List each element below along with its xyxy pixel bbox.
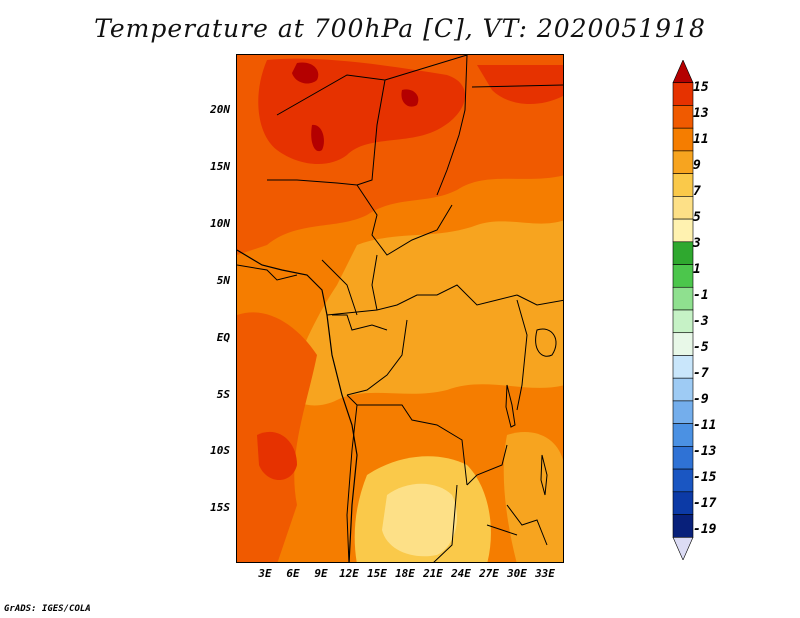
lon-label-24e: 24E [451,567,471,580]
colorbar-segment-5 [672,173,694,197]
colorbar-segment-4 [672,150,694,174]
colorbar-label-neg15: -15 [693,470,717,485]
colorbar-label-11: 11 [693,132,709,147]
colorbar-label-9: 9 [693,158,701,173]
colorbar-segment-2 [672,105,694,129]
colorbar-label-1: 1 [693,262,701,277]
colorbar-segment-18 [672,468,694,493]
lon-label-30e: 30E [507,567,527,580]
colorbar-label-neg3: -3 [693,314,709,329]
colorbar-segment-0 [672,60,694,84]
lat-label-5s: 5S [216,388,230,401]
lon-label-15e: 15E [367,567,387,580]
lon-label-3e: 3E [258,567,272,580]
colorbar-segment-3 [672,127,694,152]
lon-label-21e: 21E [423,567,443,580]
lon-label-27e: 27E [479,567,499,580]
colorbar-label-7: 7 [693,184,701,199]
lon-label-6e: 6E [286,567,300,580]
colorbar-segment-12 [672,332,694,356]
footer-credit: GrADS: IGES/COLA [4,604,91,614]
colorbar-segment-17 [672,446,694,470]
colorbar-segment-19 [672,491,694,515]
field-hot-spot-2 [401,89,419,107]
colorbar-label-neg11: -11 [693,418,717,433]
colorbar-segment-9 [672,264,694,288]
lat-label-15n: 15N [210,160,230,173]
colorbar-label-15: 15 [693,80,709,95]
colorbar-label-5: 5 [693,210,701,225]
colorbar-segment-10 [672,286,694,311]
colorbar-segment-8 [672,241,694,265]
colorbar-label-neg5: -5 [693,340,709,355]
country-borders [237,55,563,562]
colorbar-segment-13 [672,355,694,379]
coastline [237,249,358,562]
colorbar-segment-16 [672,423,694,447]
colorbar-label-neg1: -1 [693,288,709,303]
field-cool-south-core [382,483,457,557]
field-hot-southwest [257,431,297,480]
field-hot-northeast [477,65,563,105]
field-cool-east [503,431,563,562]
colorbar-segment-7 [672,218,694,243]
temperature-map [236,54,564,563]
colorbar-label-neg7: -7 [693,366,709,381]
colorbar-segment-1 [672,82,694,106]
field-hot-spot [292,62,319,84]
field-center [287,220,563,406]
lon-label-33e: 33E [535,567,555,580]
colorbar-segment-14 [672,377,694,402]
field-hot-spot-3 [311,124,324,152]
lake-tanganyika [505,384,516,428]
colorbar-segment-20 [672,514,694,538]
colorbar [672,60,694,560]
colorbar-label-neg17: -17 [693,496,717,511]
colorbar-segment-6 [672,196,694,220]
lake-malawi [540,454,548,496]
lat-label-10s: 10S [210,444,230,457]
map-title: Temperature at 700hPa [C], VT: 202005191… [94,14,706,43]
colorbar-label-neg19: -19 [693,522,717,537]
lon-label-9e: 9E [314,567,328,580]
colorbar-label-neg13: -13 [693,444,717,459]
field-hot-north [258,58,466,165]
lon-label-18e: 18E [395,567,415,580]
colorbar-label-neg9: -9 [693,392,709,407]
colorbar-segment-21 [672,536,694,560]
lat-label-eq: EQ [216,331,230,344]
lon-label-12e: 12E [339,567,359,580]
colorbar-segment-15 [672,400,694,424]
lake-victoria [535,328,557,357]
lat-label-10n: 10N [210,217,230,230]
colorbar-segment-11 [672,309,694,334]
colorbar-label-13: 13 [693,106,709,121]
lat-label-20n: 20N [210,103,230,116]
lat-label-15s: 15S [210,501,230,514]
lat-label-5n: 5N [216,274,230,287]
colorbar-label-3: 3 [693,236,701,251]
